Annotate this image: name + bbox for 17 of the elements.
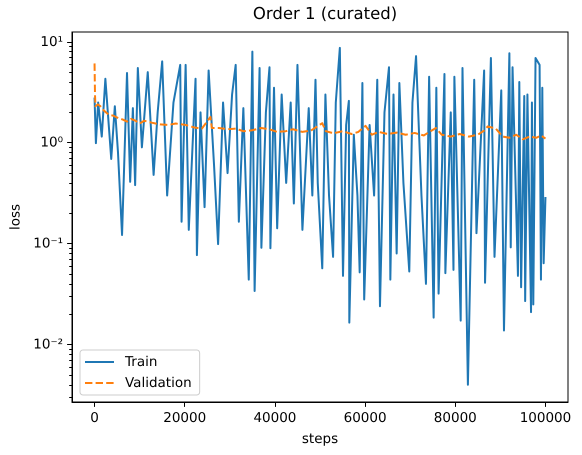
- x-tick-label: 60000: [344, 410, 387, 426]
- legend-label: Validation: [125, 375, 192, 391]
- y-tick-label: 10⁻²: [33, 336, 63, 353]
- line-series: [94, 46, 546, 386]
- x-axis-title: steps: [302, 431, 338, 447]
- y-tick-label: 10⁰: [40, 134, 63, 151]
- x-tick-label: 80000: [434, 410, 477, 426]
- chart-title: Order 1 (curated): [252, 4, 398, 23]
- x-tick-label: 100000: [520, 410, 572, 426]
- y-axis-title: loss: [7, 204, 24, 230]
- legend-label: Train: [124, 354, 158, 370]
- x-tick-label: 20000: [163, 410, 206, 426]
- x-tick-label: 40000: [253, 410, 296, 426]
- y-tick-label: 10⁻¹: [33, 236, 63, 252]
- y-tick-label: 10¹: [40, 34, 63, 50]
- x-tick-label: 0: [90, 410, 99, 426]
- line-series: [94, 62, 546, 140]
